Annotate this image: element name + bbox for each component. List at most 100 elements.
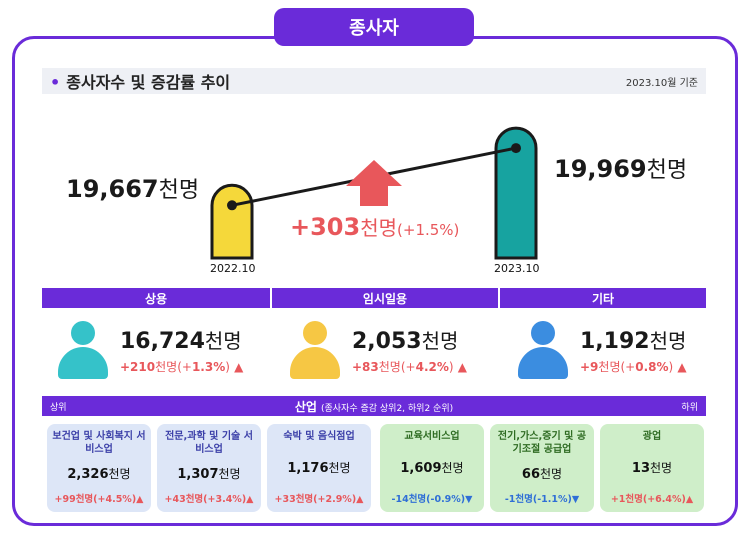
trend-point-2023.10	[511, 143, 521, 154]
industry-card: 숙박 및 음식점업 1,176천명 +33천명(+2.9%)▲	[267, 424, 371, 512]
industry-card: 광업 13천명 +1천명(+6.4%)▲	[600, 424, 704, 512]
industry-change: +99천명(+4.5%)▲	[55, 491, 144, 505]
industry-value-unit: 천명	[540, 467, 563, 481]
category-change: +9천명(+0.8%) ▲	[580, 358, 687, 375]
person-icon	[518, 321, 568, 379]
industry-change-text: +43천명(+3.4%)	[164, 494, 247, 505]
industry-value-unit: 천명	[108, 467, 131, 481]
category-value-unit: 천명	[204, 329, 242, 353]
total-change-pct: (+1.5%)	[397, 221, 460, 239]
category-value-number: 1,192	[580, 329, 650, 354]
industry-card: 전문,과학 및 기술 서비스업 1,307천명 +43천명(+3.4%)▲	[157, 424, 261, 512]
category-change-pct: 0.8%	[635, 360, 669, 374]
industry-name: 교육서비스업	[404, 431, 460, 442]
category-regular: 16,724천명 +210천명(+1.3%) ▲	[58, 310, 243, 390]
value-label-2023: 19,969천명	[554, 152, 687, 184]
industry-title-text: 산업	[294, 399, 317, 414]
section-title: • 종사자수 및 증감률 추이	[50, 69, 230, 93]
industry-change: +43천명(+3.4%)▲	[165, 491, 254, 505]
industry-value-unit: 천명	[218, 467, 241, 481]
category-value: 1,192천명	[580, 325, 687, 354]
category-other: 1,192천명 +9천명(+0.8%) ▲	[518, 310, 687, 390]
value-2023-unit: 천명	[646, 158, 688, 183]
value-2022-unit: 천명	[158, 178, 200, 203]
industry-value-number: 1,609	[400, 460, 442, 476]
industry-change: -1천명(-1.1%)▼	[505, 491, 579, 505]
up-arrow-icon: ▲	[685, 494, 694, 505]
industry-value-unit: 천명	[441, 460, 464, 475]
industry-value-number: 2,326	[67, 467, 109, 482]
x-tick-2023: 2023.10	[494, 262, 540, 275]
category-value-number: 2,053	[352, 329, 422, 354]
bottom-rank-label: 하위	[681, 402, 698, 413]
industry-value: 2,326천명	[67, 465, 130, 482]
industry-change: -14천명(-0.9%)▼	[392, 491, 473, 505]
category-change-unit: 천명(+	[378, 360, 416, 374]
industry-change-text: +33천명(+2.9%)	[274, 494, 357, 505]
industry-title: 산업 (종사자수 증감 상위2, 하위2 순위)	[295, 398, 453, 415]
total-change-label: +303천명(+1.5%)	[290, 212, 459, 241]
category-value-unit: 천명	[649, 329, 687, 353]
value-2023-number: 19,969	[554, 155, 647, 183]
industry-value: 1,307천명	[177, 465, 240, 482]
category-change-unit: 천명(+	[155, 360, 192, 374]
industry-header: 상위 산업 (종사자수 증감 상위2, 하위2 순위) 하위	[42, 396, 706, 416]
reference-date: 2023.10월 기준	[625, 77, 698, 89]
category-value-number: 16,724	[120, 329, 205, 354]
category-value: 16,724천명	[120, 325, 243, 354]
industry-change-text: +99천명(+4.5%)	[54, 494, 137, 505]
industry-name: 보건업 및 사회복지 서비스업	[52, 431, 146, 455]
industry-value-unit: 천명	[328, 460, 351, 475]
industry-name: 전기,가스,증기 및 공기조절 공급업	[497, 431, 587, 455]
down-arrow-icon: ▼	[465, 494, 473, 505]
up-arrow-icon: ▲	[234, 360, 244, 374]
industry-change-text: +1천명(+6.4%)	[610, 494, 686, 505]
industry-card: 전기,가스,증기 및 공기조절 공급업 66천명 -1천명(-1.1%)▼	[490, 424, 594, 512]
industry-value: 1,609천명	[400, 459, 463, 476]
category-change-value: +9	[580, 360, 599, 374]
industry-card: 보건업 및 사회복지 서비스업 2,326천명 +99천명(+4.5%)▲	[47, 424, 151, 512]
bar-2022.10	[210, 183, 254, 260]
industry-name: 전문,과학 및 기술 서비스업	[165, 431, 253, 455]
category-temporary: 2,053천명 +83천명(+4.2%) ▲	[290, 310, 467, 390]
industry-change: +33천명(+2.9%)▲	[275, 491, 364, 505]
industry-change-text: -1천명(-1.1%)	[504, 494, 572, 505]
category-value-unit: 천명	[421, 329, 459, 353]
increase-arrow-icon	[346, 160, 402, 206]
section-title-text: 종사자수 및 증감률 추이	[66, 73, 231, 92]
up-arrow-icon: ▲	[677, 360, 687, 374]
industry-value: 66천명	[522, 465, 562, 482]
person-icon	[290, 321, 340, 379]
page-title: 종사자	[274, 8, 474, 46]
category-header-temporary: 임시일용	[272, 288, 498, 308]
category-change-unit: 천명(+	[598, 360, 636, 374]
employment-trend-chart	[210, 126, 538, 260]
bar-2023.10	[494, 126, 538, 260]
category-value: 2,053천명	[352, 325, 467, 354]
category-change-close: )	[448, 360, 454, 374]
category-change-value: +210	[120, 360, 156, 374]
industry-value-number: 66	[521, 467, 540, 482]
industry-change-text: -14천명(-0.9%)	[391, 494, 466, 505]
category-change-close: )	[668, 360, 674, 374]
category-header-regular: 상용	[42, 288, 270, 308]
value-label-2022: 19,667천명	[66, 172, 199, 204]
category-change-close: )	[225, 360, 230, 374]
industry-subtitle: (종사자수 증감 상위2, 하위2 순위)	[320, 403, 454, 414]
industry-value-number: 13	[631, 460, 650, 476]
category-change-pct: 1.3%	[191, 360, 226, 374]
category-change-value: +83	[352, 360, 379, 374]
industry-value-number: 1,176	[287, 460, 329, 476]
up-arrow-icon: ▲	[356, 494, 364, 505]
trend-point-2022.10	[227, 200, 237, 211]
category-change-pct: 4.2%	[415, 360, 449, 374]
up-arrow-icon: ▲	[457, 360, 467, 374]
up-arrow-icon: ▲	[246, 494, 254, 505]
top-rank-label: 상위	[50, 402, 67, 413]
industry-name: 숙박 및 음식점업	[283, 431, 355, 442]
up-arrow-icon: ▲	[136, 494, 144, 505]
category-change: +83천명(+4.2%) ▲	[352, 358, 467, 375]
person-icon	[58, 321, 108, 379]
industry-value-number: 1,307	[177, 467, 219, 482]
category-header-other: 기타	[500, 288, 706, 308]
